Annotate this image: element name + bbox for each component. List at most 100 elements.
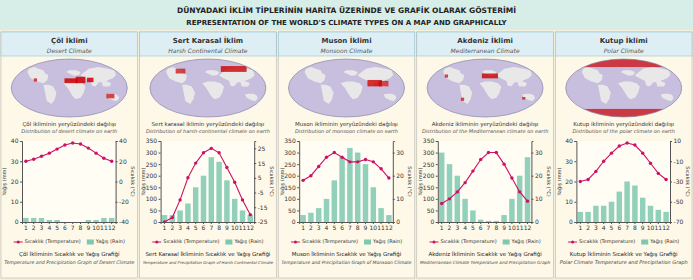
legend-entry: Yağış (Rain) bbox=[233, 238, 263, 245]
tick-mark bbox=[116, 222, 118, 223]
tick-label: -40 bbox=[119, 218, 129, 225]
map-land bbox=[661, 94, 674, 101]
tick-label: 11 bbox=[377, 224, 385, 231]
panel: Muson İklimiMonsoon ClimateMuson iklimin… bbox=[278, 32, 415, 278]
map-border bbox=[150, 59, 266, 117]
legend-swatch bbox=[155, 241, 158, 244]
tick: 10 bbox=[369, 222, 377, 231]
tick: 3 bbox=[455, 222, 459, 231]
tick-label: 10 bbox=[231, 224, 239, 231]
tick-label: 0 bbox=[396, 218, 400, 225]
tick-label: 250 bbox=[284, 161, 296, 168]
tick-label: 10 bbox=[508, 224, 516, 231]
bar bbox=[23, 218, 28, 222]
map-land bbox=[202, 82, 224, 100]
marker bbox=[602, 160, 605, 163]
tick-label: 1 bbox=[301, 224, 305, 231]
tick-label: 11 bbox=[654, 224, 662, 231]
marks bbox=[578, 141, 669, 222]
tick: 5 bbox=[332, 222, 336, 231]
axis: 050100150200250300350 bbox=[284, 137, 299, 225]
bar bbox=[378, 208, 383, 222]
tick-label: 15 bbox=[258, 160, 266, 167]
tick-label: 11 bbox=[239, 224, 247, 231]
bar bbox=[201, 176, 206, 222]
bar bbox=[656, 210, 661, 222]
marker bbox=[379, 167, 382, 170]
bar bbox=[240, 210, 245, 222]
tick-label: 10 bbox=[11, 198, 19, 205]
legend-entry: Sıcaklık (Temperature) bbox=[441, 238, 497, 245]
bar bbox=[578, 212, 583, 222]
tick: 25 bbox=[254, 145, 265, 152]
tick-label: 8 bbox=[356, 224, 360, 231]
marker bbox=[657, 172, 660, 175]
axis-line bbox=[116, 142, 118, 223]
tick-label: 4 bbox=[186, 224, 190, 231]
tick: 8 bbox=[356, 222, 360, 231]
line bbox=[303, 153, 389, 181]
panel-background bbox=[278, 32, 415, 278]
map-land bbox=[618, 82, 640, 100]
tick-label: 3 bbox=[317, 224, 321, 231]
tick-mark bbox=[116, 182, 118, 183]
tick-label: 11 bbox=[100, 224, 108, 231]
tick: 6 bbox=[340, 222, 344, 231]
tick: 5 bbox=[194, 222, 198, 231]
tick-mark bbox=[20, 202, 22, 203]
map-land bbox=[245, 94, 258, 101]
tick: 10 bbox=[565, 198, 576, 205]
tick: 300 bbox=[146, 149, 161, 156]
line bbox=[442, 153, 528, 204]
tick: 30 bbox=[11, 158, 22, 165]
tick: 3 bbox=[317, 222, 321, 231]
tick-mark bbox=[393, 199, 395, 200]
bar bbox=[109, 218, 114, 222]
tick: 10 bbox=[92, 222, 100, 231]
tick-label: 8 bbox=[494, 224, 498, 231]
marker bbox=[71, 141, 74, 144]
tick: 1 bbox=[578, 222, 582, 231]
map bbox=[305, 67, 397, 104]
graph-title: Polar Climate Temperature and Precipitat… bbox=[560, 259, 688, 266]
tick-mark bbox=[297, 176, 299, 177]
marker bbox=[325, 156, 328, 159]
panel-title: Akdeniz İklimi bbox=[457, 36, 512, 45]
panel-header bbox=[140, 32, 277, 56]
tick-label: 0 bbox=[430, 218, 434, 225]
tick-mark bbox=[436, 187, 438, 188]
graph-title: Mediterranean Climate Temperature and Pr… bbox=[420, 260, 550, 265]
subtitle: REPRESENTATION OF THE WORLD'S CLIMATE TY… bbox=[186, 19, 507, 27]
graph-title: Kutup İkliminin Sıcaklık ve Yağış Grafiğ… bbox=[570, 250, 678, 258]
tick-label: 7 bbox=[487, 224, 491, 231]
tick: 11 bbox=[654, 222, 662, 231]
tick-mark bbox=[436, 153, 438, 154]
tick: 200 bbox=[284, 172, 299, 179]
map-land bbox=[522, 94, 535, 101]
axis-title: Yağış (mm) bbox=[556, 168, 563, 197]
marker bbox=[94, 151, 97, 154]
tick: 4 bbox=[325, 222, 329, 231]
tick: 3 bbox=[594, 222, 598, 231]
tick-label: 1 bbox=[163, 224, 167, 231]
marker bbox=[618, 144, 621, 147]
legend-swatch bbox=[571, 241, 574, 244]
marker bbox=[641, 151, 644, 154]
tick: 6 bbox=[479, 222, 483, 231]
marker bbox=[479, 158, 482, 161]
tick: 5 bbox=[254, 174, 262, 181]
panel-subtitle: Polar Climate bbox=[604, 47, 644, 54]
tick: 1 bbox=[440, 222, 444, 231]
legend-swatch bbox=[225, 240, 232, 245]
tick-mark bbox=[393, 222, 395, 223]
marker bbox=[217, 151, 220, 154]
tick: 200 bbox=[146, 172, 161, 179]
map-border bbox=[289, 59, 405, 117]
tick: 0 bbox=[393, 218, 401, 225]
tick: 4 bbox=[602, 222, 606, 231]
tick-label: 20 bbox=[11, 178, 19, 185]
tick-label: 10 bbox=[535, 195, 543, 202]
bar bbox=[371, 187, 376, 222]
legend: Sıcaklık (Temperature)Yağış (Rain) bbox=[291, 238, 402, 245]
tick: 350 bbox=[423, 137, 438, 144]
